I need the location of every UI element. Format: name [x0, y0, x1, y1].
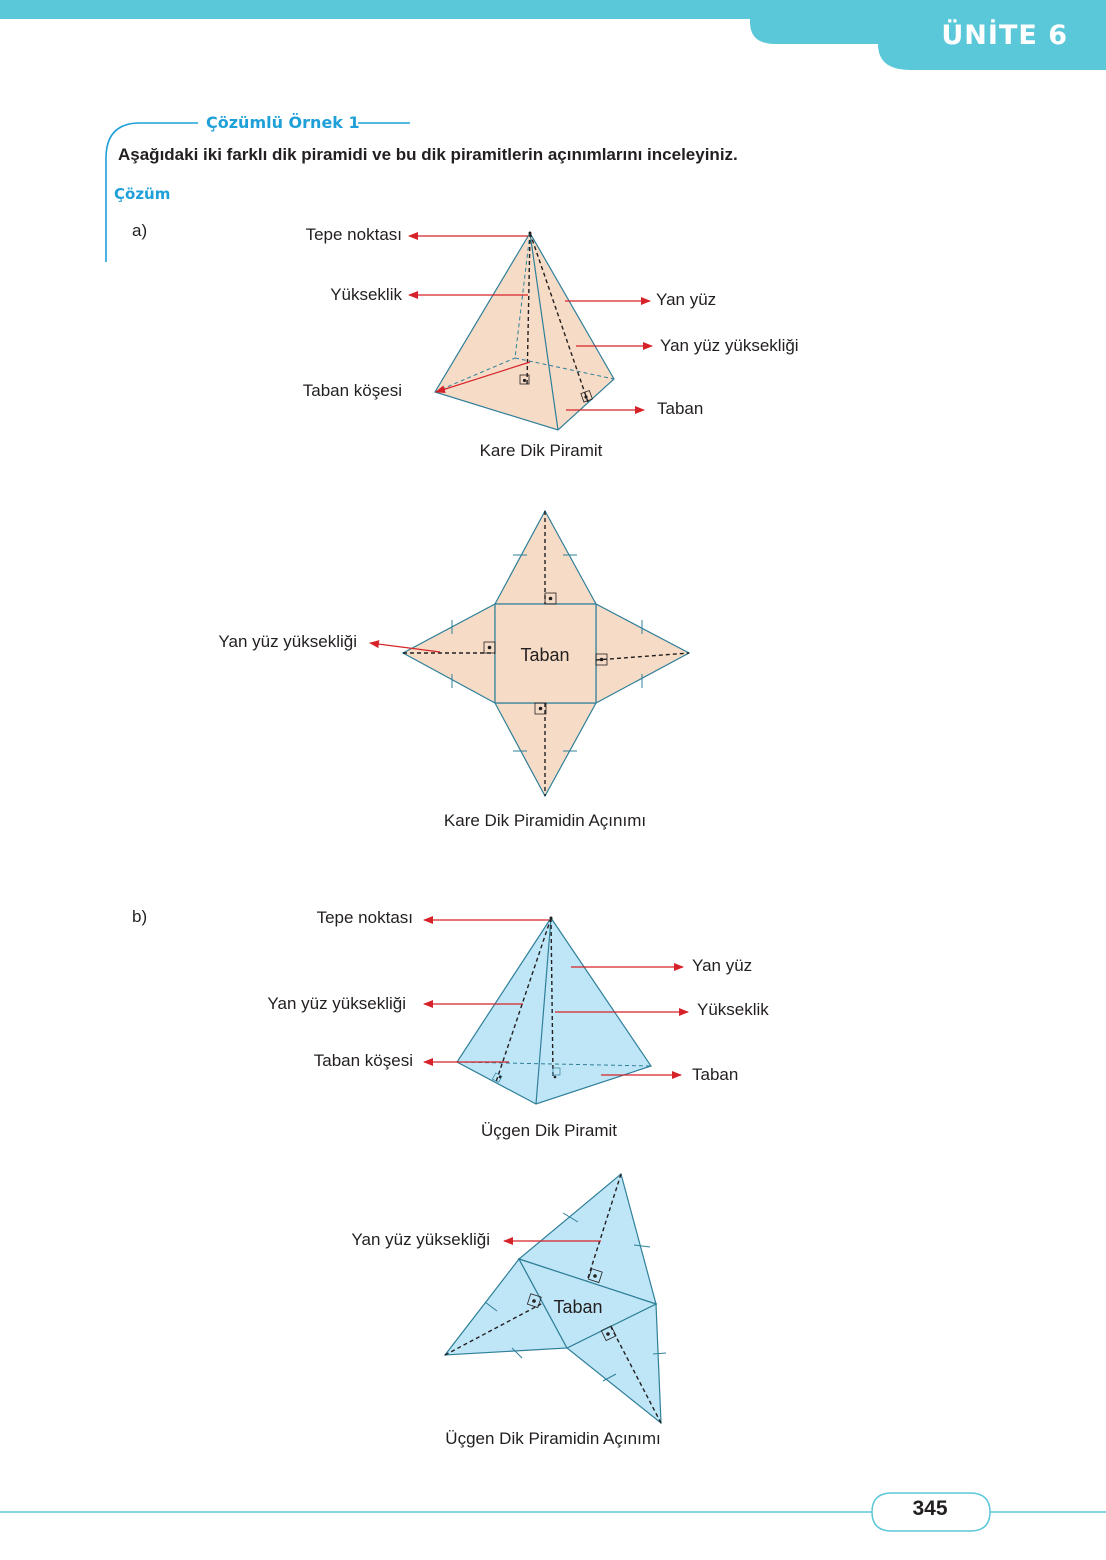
square-pyramid-net [369, 509, 691, 798]
part-a-label: a) [132, 221, 148, 240]
question-text: Aşağıdaki iki farklı dik piramidi ve bu … [118, 145, 738, 164]
header-band [0, 0, 1106, 70]
height-label-a: Yükseklik [330, 285, 402, 304]
triangular-pyramid-net [443, 1172, 667, 1425]
base-label-b: Taban [692, 1065, 739, 1084]
page-number: 345 [912, 1497, 948, 1520]
apex-label-a: Tepe noktası [305, 225, 402, 244]
solution-label: Çözüm [114, 185, 171, 203]
unit-label: ÜNİTE 6 [941, 20, 1068, 51]
example-bracket [105, 122, 410, 262]
lateral-face-label-b: Yan yüz [692, 956, 753, 975]
slant-height-label-b: Yan yüz yüksekliği [267, 994, 406, 1013]
part-b-label: b) [132, 907, 148, 926]
triangular-pyramid [423, 916, 689, 1105]
square-pyramid-caption: Kare Dik Piramit [479, 441, 603, 460]
triangular-net-caption: Üçgen Dik Piramidin Açınımı [445, 1429, 661, 1448]
net-slant-height-label-b: Yan yüz yüksekliği [351, 1230, 490, 1249]
base-vertex-label-a: Taban köşesi [302, 381, 402, 400]
net-slant-height-label-a: Yan yüz yüksekliği [218, 632, 357, 651]
net-base-label-b: Taban [553, 1297, 603, 1317]
example-title: Çözümlü Örnek 1 [206, 113, 360, 132]
base-vertex-label-b: Taban köşesi [313, 1051, 413, 1070]
slant-height-label-a: Yan yüz yüksekliği [660, 336, 799, 355]
base-label-a: Taban [657, 399, 704, 418]
footer-line [0, 1492, 1106, 1532]
lateral-face-label-a: Yan yüz [656, 290, 717, 309]
height-label-b: Yükseklik [697, 1000, 769, 1019]
net-base-label-a: Taban [520, 645, 570, 665]
apex-label-b: Tepe noktası [316, 908, 413, 927]
square-pyramid [408, 231, 653, 431]
square-net-caption: Kare Dik Piramidin Açınımı [443, 811, 647, 830]
triangular-pyramid-caption: Üçgen Dik Piramit [480, 1121, 618, 1140]
